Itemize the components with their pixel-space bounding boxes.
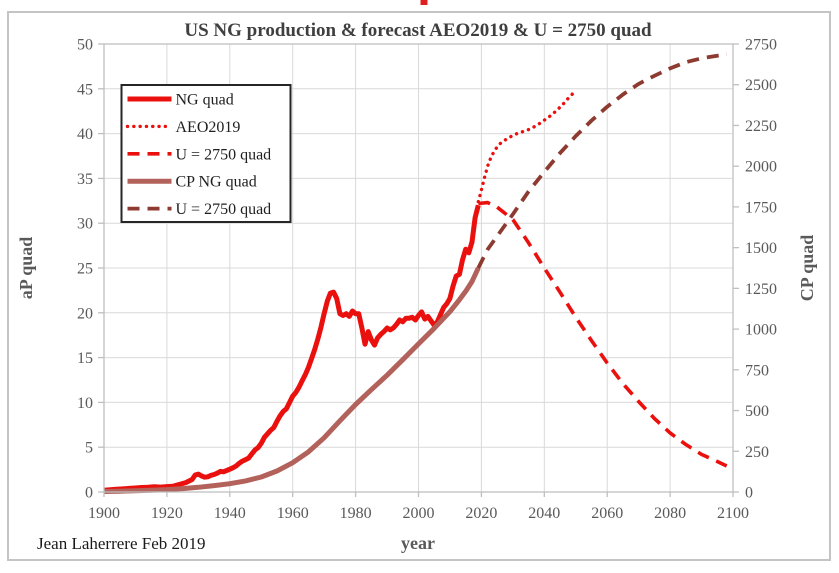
right-tick-label-2250: 2250 <box>745 118 777 135</box>
right-axis-title: CP quad <box>797 235 817 302</box>
right-tick-label-250: 250 <box>745 444 769 461</box>
attribution: Jean Laherrere Feb 2019 <box>37 534 206 553</box>
stray-red-mark <box>420 0 428 5</box>
series-u-2750-quad-right <box>476 52 728 269</box>
right-tick-label-1000: 1000 <box>745 322 777 339</box>
legend: NG quad AEO2019 U = 2750 quad CP NG quad U =… <box>120 84 292 223</box>
right-tick-label-2750: 2750 <box>745 37 777 54</box>
legend-label-aeo2019-left: AEO2019 <box>176 119 241 136</box>
x-axis-title: year <box>401 533 435 553</box>
series-aeo2019-left <box>476 88 578 204</box>
series-ng-quad-left <box>103 204 481 493</box>
legend-label-cp-ng-quad-right: CP NG quad <box>176 174 257 191</box>
x-tick-label-1960: 1960 <box>277 505 309 522</box>
right-tick-label-1500: 1500 <box>745 240 777 257</box>
figure-frame <box>7 11 831 561</box>
chart-title: US NG production & forecast AEO2019 & U … <box>184 20 652 41</box>
left-tick-label-40: 40 <box>77 126 93 143</box>
left-tick-label-20: 20 <box>77 305 93 322</box>
legend-label-ng-quad-left: NG quad <box>176 92 234 109</box>
x-tick-label-2080: 2080 <box>654 505 686 522</box>
x-tick-label-1920: 1920 <box>151 505 183 522</box>
right-tick-label-500: 500 <box>745 403 769 420</box>
left-tick-label-45: 45 <box>77 81 93 98</box>
x-tick-label-1900: 1900 <box>88 505 120 522</box>
axis-layer: 0510152025303540455002505007501000125015… <box>77 37 777 523</box>
right-tick-label-1250: 1250 <box>745 281 777 298</box>
right-tick-label-0: 0 <box>745 485 753 502</box>
left-tick-label-35: 35 <box>77 171 93 188</box>
left-tick-label-0: 0 <box>85 485 93 502</box>
right-tick-label-1750: 1750 <box>745 199 777 216</box>
right-tick-label-2000: 2000 <box>745 159 777 176</box>
left-tick-label-5: 5 <box>85 440 93 457</box>
left-tick-label-25: 25 <box>77 261 93 278</box>
series-u-2750-quad-left <box>478 200 728 468</box>
legend-label-u-2750-quad-right: U = 2750 quad <box>176 201 272 218</box>
x-tick-label-2000: 2000 <box>403 505 435 522</box>
x-tick-label-1940: 1940 <box>214 505 246 522</box>
right-tick-label-2500: 2500 <box>745 77 777 94</box>
left-tick-label-15: 15 <box>77 350 93 367</box>
left-axis-title: aP quad <box>16 237 36 300</box>
left-tick-label-50: 50 <box>77 37 93 54</box>
left-tick-label-10: 10 <box>77 395 93 412</box>
series-layer <box>103 52 728 494</box>
series-cp-ng-quad-right <box>103 266 481 494</box>
right-tick-label-750: 750 <box>745 362 769 379</box>
left-tick-label-30: 30 <box>77 216 93 233</box>
x-tick-label-2060: 2060 <box>591 505 623 522</box>
x-tick-label-2020: 2020 <box>465 505 497 522</box>
legend-label-u-2750-quad-left: U = 2750 quad <box>176 146 272 163</box>
x-tick-label-1980: 1980 <box>340 505 372 522</box>
x-tick-label-2100: 2100 <box>717 505 749 522</box>
x-tick-label-2040: 2040 <box>528 505 560 522</box>
